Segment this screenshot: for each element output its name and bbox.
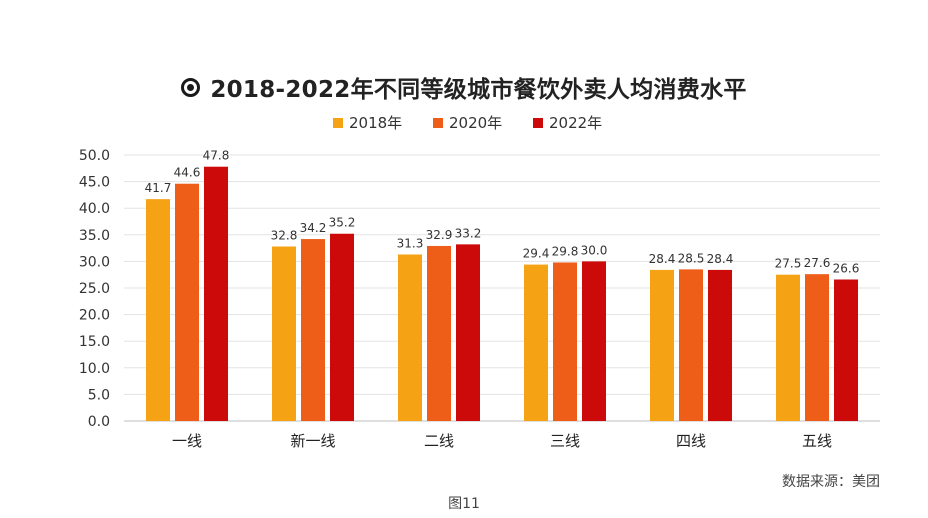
x-tick-label: 二线 <box>424 432 454 450</box>
data-label: 27.5 <box>775 257 802 271</box>
data-label: 26.6 <box>833 261 860 275</box>
bar <box>272 246 296 421</box>
legend-label: 2018年 <box>349 114 402 132</box>
y-tick-label: 0.0 <box>88 414 110 430</box>
data-label: 35.2 <box>329 216 356 230</box>
data-label: 29.8 <box>552 244 579 258</box>
bar <box>776 274 800 421</box>
data-label: 33.2 <box>455 226 482 240</box>
data-source: 数据来源：美团 <box>782 474 880 490</box>
bar <box>301 239 325 421</box>
y-tick-label: 5.0 <box>88 387 110 403</box>
data-label: 47.8 <box>203 149 230 163</box>
y-tick-label: 20.0 <box>79 308 110 324</box>
bar <box>708 269 732 421</box>
chart-title: 2018-2022年不同等级城市餐饮外卖人均消费水平 <box>210 77 747 103</box>
bar <box>175 183 199 421</box>
target-icon <box>181 77 201 97</box>
data-label: 34.2 <box>300 221 327 235</box>
bar <box>650 269 674 421</box>
legend-swatch <box>433 118 443 128</box>
y-tick-label: 40.0 <box>79 201 110 217</box>
x-tick-label: 三线 <box>550 432 580 450</box>
chart-header: 2018-2022年不同等级城市餐饮外卖人均消费水平 <box>0 70 928 104</box>
bar <box>553 262 577 421</box>
data-label: 31.3 <box>397 236 424 250</box>
legend-swatch <box>533 118 543 128</box>
legend-label: 2022年 <box>549 114 602 132</box>
bar <box>805 274 829 421</box>
y-tick-label: 25.0 <box>79 281 110 297</box>
data-label: 27.6 <box>804 256 831 270</box>
bar <box>456 244 480 421</box>
data-label: 29.4 <box>523 247 550 261</box>
data-label: 28.5 <box>678 251 705 265</box>
data-label: 28.4 <box>649 252 676 266</box>
y-tick-label: 10.0 <box>79 361 110 377</box>
bar <box>330 233 354 421</box>
x-tick-label: 新一线 <box>290 432 335 450</box>
data-label: 41.7 <box>145 181 172 195</box>
y-tick-label: 35.0 <box>79 228 110 244</box>
bar <box>427 245 451 421</box>
figure-caption: 图11 <box>448 496 480 512</box>
data-label: 28.4 <box>707 252 734 266</box>
data-label: 32.8 <box>271 229 298 243</box>
y-tick-label: 30.0 <box>79 254 110 270</box>
x-tick-label: 一线 <box>172 432 202 450</box>
bar <box>146 199 170 421</box>
data-label: 30.0 <box>581 243 608 257</box>
legend-swatch <box>333 118 343 128</box>
bar <box>582 261 606 421</box>
data-label: 44.6 <box>174 166 201 180</box>
bar <box>204 166 228 421</box>
bar <box>834 279 858 421</box>
y-tick-label: 50.0 <box>79 148 110 164</box>
bar <box>524 264 548 421</box>
y-tick-label: 15.0 <box>79 334 110 350</box>
data-label: 32.9 <box>426 228 453 242</box>
bar <box>398 254 422 421</box>
x-tick-label: 四线 <box>676 432 706 450</box>
x-tick-label: 五线 <box>802 432 832 450</box>
bar <box>679 269 703 421</box>
y-tick-label: 45.0 <box>79 175 110 191</box>
legend-label: 2020年 <box>449 114 502 132</box>
